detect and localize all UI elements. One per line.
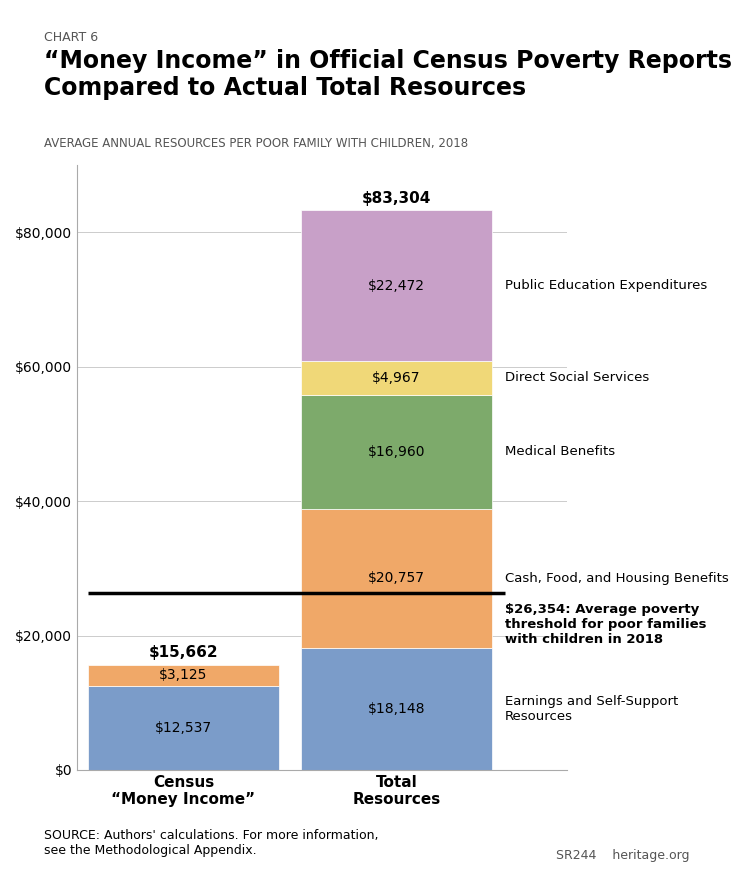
Bar xyxy=(301,210,493,362)
Text: SR244    heritage.org: SR244 heritage.org xyxy=(556,849,690,862)
Text: $83,304: $83,304 xyxy=(362,191,432,206)
Text: Earnings and Self-Support
Resources: Earnings and Self-Support Resources xyxy=(505,695,678,723)
Bar xyxy=(301,648,493,770)
Text: AVERAGE ANNUAL RESOURCES PER POOR FAMILY WITH CHILDREN, 2018: AVERAGE ANNUAL RESOURCES PER POOR FAMILY… xyxy=(44,137,468,150)
Text: $26,354: Average poverty
threshold for poor families
with children in 2018: $26,354: Average poverty threshold for p… xyxy=(505,603,707,646)
Text: Public Education Expenditures: Public Education Expenditures xyxy=(505,279,708,293)
Text: Cash, Food, and Housing Benefits: Cash, Food, and Housing Benefits xyxy=(505,572,729,584)
Text: $15,662: $15,662 xyxy=(149,645,218,660)
Text: Direct Social Services: Direct Social Services xyxy=(505,371,650,385)
Bar xyxy=(301,508,493,648)
Bar xyxy=(301,362,493,394)
Text: $4,967: $4,967 xyxy=(372,371,421,385)
Text: CHART 6: CHART 6 xyxy=(44,31,98,44)
Bar xyxy=(87,686,280,770)
Text: $16,960: $16,960 xyxy=(368,445,425,459)
Bar xyxy=(87,665,280,686)
Text: $3,125: $3,125 xyxy=(159,668,208,682)
Bar xyxy=(301,394,493,508)
Text: $18,148: $18,148 xyxy=(368,702,425,716)
Text: $12,537: $12,537 xyxy=(155,720,212,735)
Text: SOURCE: Authors' calculations. For more information,
see the Methodological Appe: SOURCE: Authors' calculations. For more … xyxy=(44,829,379,857)
Text: “Money Income” in Official Census Poverty Reports
Compared to Actual Total Resou: “Money Income” in Official Census Povert… xyxy=(44,49,732,101)
Text: $20,757: $20,757 xyxy=(368,571,425,585)
Text: Medical Benefits: Medical Benefits xyxy=(505,445,615,458)
Text: $22,472: $22,472 xyxy=(368,278,425,293)
